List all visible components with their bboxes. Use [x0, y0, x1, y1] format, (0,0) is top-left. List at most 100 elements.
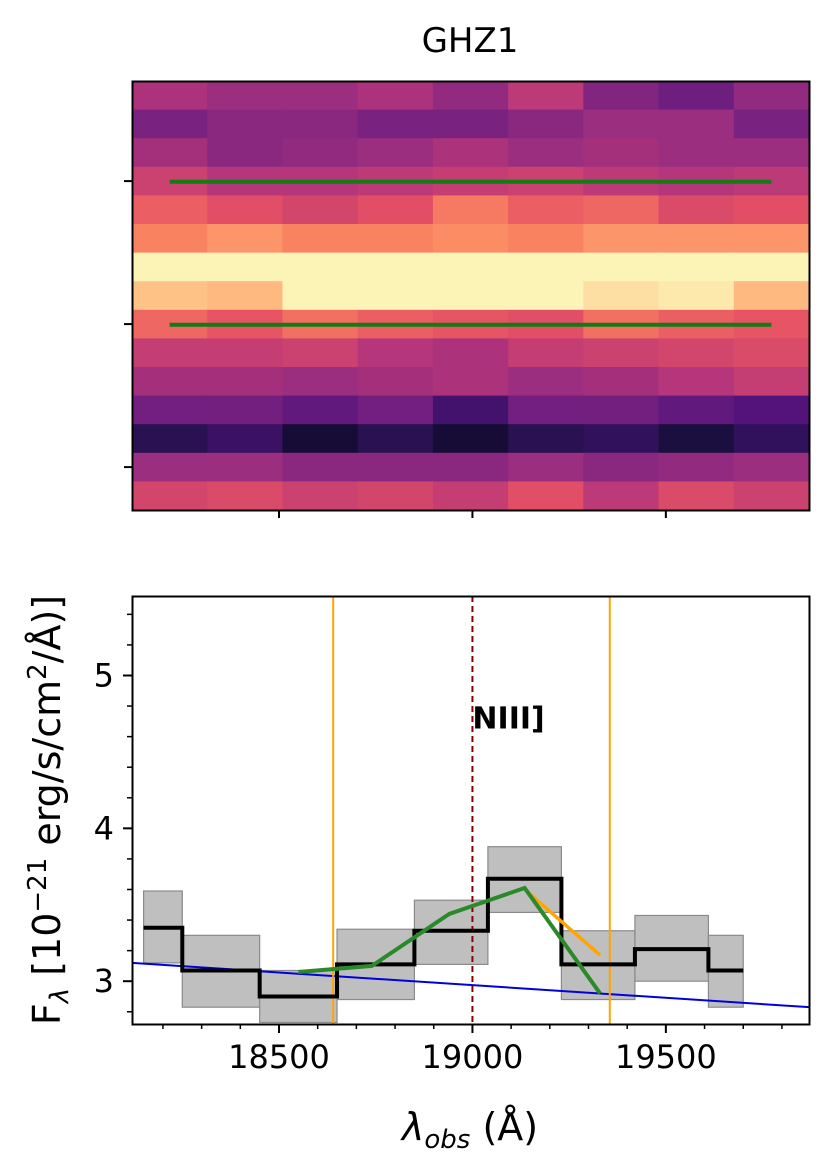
- image-ticks: [124, 180, 667, 518]
- plot-frame: [131, 595, 811, 1026]
- y-tick-label: 4: [94, 809, 114, 847]
- heatmap-cell: [733, 424, 810, 454]
- heatmap-cell: [658, 367, 735, 397]
- x-tick-label: 18500: [228, 1038, 330, 1076]
- x-axis-label-unit: (Å): [470, 1105, 538, 1149]
- model-fit-series: [298, 885, 602, 995]
- heatmap-cell: [733, 195, 810, 225]
- x-axis-label-symbol: λ: [400, 1105, 425, 1149]
- heatmap-cell: [432, 138, 509, 168]
- heatmap-cell: [432, 109, 509, 139]
- x-tick-label: 19500: [615, 1038, 717, 1076]
- heatmap-cell: [132, 481, 208, 511]
- heatmap-cell: [658, 138, 735, 168]
- heatmap-cell: [207, 195, 284, 225]
- heatmap-cell: [282, 281, 359, 311]
- heatmap-cell: [207, 81, 284, 111]
- heatmap-cell: [583, 395, 660, 425]
- heatmap-cell: [282, 81, 359, 111]
- plot-content: [132, 596, 809, 1024]
- heatmap-cell: [282, 109, 359, 139]
- heatmap-cell: [733, 481, 810, 511]
- heatmap-cell: [357, 195, 434, 225]
- heatmap-cell: [357, 424, 434, 454]
- heatmap-cell: [132, 138, 208, 168]
- heatmap-cell: [207, 252, 284, 282]
- heatmap-cell: [207, 481, 284, 511]
- heatmap-cell: [658, 224, 735, 254]
- heatmap-cell: [132, 367, 208, 397]
- heatmap-cell: [282, 224, 359, 254]
- heatmap-cell: [357, 395, 434, 425]
- heatmap-cell: [583, 109, 660, 139]
- heatmap-cell: [658, 452, 735, 482]
- heatmap-cell: [207, 338, 284, 368]
- chart-title: GHZ1: [422, 21, 519, 61]
- heatmap-cell: [282, 367, 359, 397]
- heatmap-cell: [508, 138, 584, 168]
- heatmap-cell: [132, 395, 208, 425]
- heatmap-cell: [357, 452, 434, 482]
- heatmap-cell: [508, 281, 584, 311]
- heatmap-cell: [658, 81, 735, 111]
- heatmap-cell: [132, 109, 208, 139]
- heatmap-cell: [357, 338, 434, 368]
- heatmap-cell: [583, 452, 660, 482]
- heatmap-cell: [508, 338, 584, 368]
- heatmap-cell: [658, 395, 735, 425]
- heatmap-cell: [207, 395, 284, 425]
- heatmap-cell: [658, 481, 735, 511]
- heatmap-cell: [508, 367, 584, 397]
- heatmap-cell: [132, 81, 208, 111]
- heatmap-cell: [583, 81, 660, 111]
- heatmap-cell: [583, 281, 660, 311]
- heatmap-cell: [508, 452, 584, 482]
- heatmap-cell: [132, 195, 208, 225]
- heatmap-cell: [658, 109, 735, 139]
- data-step-series: [143, 876, 744, 999]
- heatmap-cell: [508, 109, 584, 139]
- heatmap-cell: [207, 367, 284, 397]
- y-axis-label: Fλ [10−21 erg/s/cm2/Å)]: [23, 595, 75, 1025]
- heatmap-cell: [207, 224, 284, 254]
- heatmap-cell: [432, 252, 509, 282]
- heatmap-cell: [357, 109, 434, 139]
- heatmap-cell: [583, 195, 660, 225]
- heatmap-cell: [432, 81, 509, 111]
- heatmap-cells: [132, 81, 810, 511]
- extraction-lines: [169, 179, 772, 327]
- heatmap-cell: [508, 195, 584, 225]
- x-axis-label-sub: obs: [424, 1125, 470, 1155]
- y-axis-label-mid: [10: [25, 913, 69, 988]
- heatmap-cell: [357, 138, 434, 168]
- heatmap-cell: [733, 109, 810, 139]
- heatmap-cell: [733, 452, 810, 482]
- heatmap-cell: [432, 452, 509, 482]
- heatmap-cell: [733, 252, 810, 282]
- y-axis-label-suffix: /Å)]: [25, 595, 69, 663]
- heatmap-cell: [583, 138, 660, 168]
- heatmap-cell: [432, 195, 509, 225]
- heatmap-cell: [432, 395, 509, 425]
- heatmap-cell: [658, 424, 735, 454]
- heatmap-cell: [357, 481, 434, 511]
- heatmap-cell: [282, 252, 359, 282]
- image-frame: [131, 80, 811, 512]
- y-axis-label-sub: λ: [45, 988, 75, 1005]
- heatmap-cell: [432, 424, 509, 454]
- heatmap-cell: [282, 138, 359, 168]
- heatmap-cell: [658, 195, 735, 225]
- heatmap-cell: [207, 138, 284, 168]
- heatmap-cell: [132, 224, 208, 254]
- heatmap-cell: [207, 424, 284, 454]
- heatmap-cell: [583, 367, 660, 397]
- heatmap-cell: [207, 109, 284, 139]
- heatmap-cell: [282, 452, 359, 482]
- heatmap-cell: [357, 367, 434, 397]
- y-axis-label-exp: −21: [23, 858, 53, 913]
- spectrum-image-panel: GHZ1: [124, 21, 811, 518]
- heatmap-cell: [583, 338, 660, 368]
- heatmap-cell: [508, 481, 584, 511]
